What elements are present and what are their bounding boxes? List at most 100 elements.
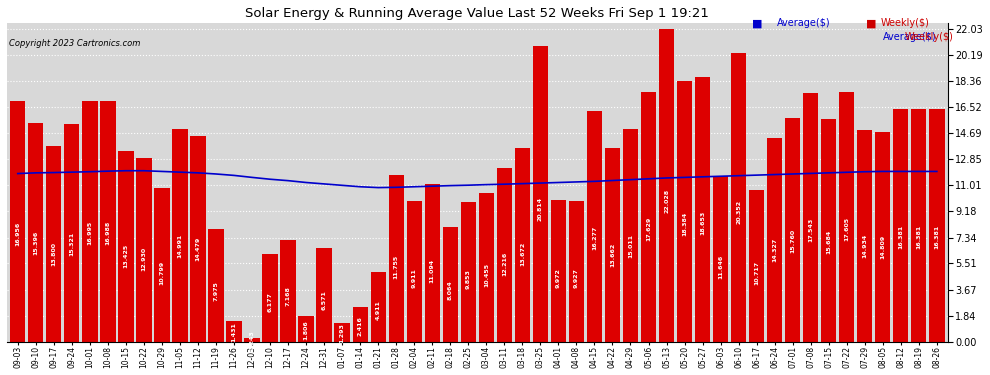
Bar: [118, 151, 134, 342]
Bar: [569, 201, 584, 342]
Bar: [659, 29, 674, 342]
Bar: [821, 119, 837, 342]
Bar: [840, 92, 854, 342]
Text: 14.479: 14.479: [195, 237, 200, 261]
Bar: [677, 81, 692, 342]
Text: Weekly($): Weekly($): [881, 18, 930, 28]
Text: 9.853: 9.853: [465, 269, 471, 289]
Text: 13.672: 13.672: [520, 242, 525, 267]
Text: 16.381: 16.381: [898, 225, 903, 249]
Bar: [407, 201, 422, 342]
Text: 16.277: 16.277: [592, 226, 597, 250]
Bar: [64, 124, 79, 342]
Bar: [713, 177, 729, 342]
Text: 4.911: 4.911: [375, 300, 381, 320]
Text: 8.064: 8.064: [447, 280, 452, 300]
Bar: [478, 194, 494, 342]
Text: 15.396: 15.396: [34, 231, 39, 255]
Text: 11.646: 11.646: [718, 255, 723, 279]
Text: Weekly($): Weekly($): [904, 32, 953, 42]
Text: 14.809: 14.809: [880, 235, 885, 259]
Bar: [370, 272, 386, 342]
Bar: [190, 136, 206, 342]
Text: 15.011: 15.011: [628, 234, 633, 258]
Bar: [623, 129, 639, 342]
Bar: [208, 228, 224, 342]
Text: 22.028: 22.028: [664, 189, 669, 213]
Text: 14.934: 14.934: [862, 234, 867, 258]
Bar: [317, 248, 332, 342]
Text: 11.094: 11.094: [430, 259, 435, 283]
Text: 1.431: 1.431: [232, 322, 237, 342]
Bar: [137, 158, 151, 342]
Text: 9.911: 9.911: [412, 268, 417, 288]
Bar: [515, 148, 530, 342]
Bar: [280, 240, 296, 342]
Text: 6.177: 6.177: [267, 292, 272, 312]
Text: Copyright 2023 Cartronics.com: Copyright 2023 Cartronics.com: [9, 39, 141, 48]
Bar: [749, 190, 764, 342]
Text: 15.684: 15.684: [827, 230, 832, 254]
Bar: [227, 321, 242, 342]
Bar: [875, 132, 890, 342]
Bar: [641, 92, 656, 342]
Text: 9.927: 9.927: [574, 268, 579, 288]
Bar: [893, 109, 909, 342]
Bar: [930, 109, 944, 342]
Bar: [731, 53, 746, 342]
Text: 14.991: 14.991: [177, 234, 182, 258]
Text: ■: ■: [752, 18, 763, 28]
Bar: [785, 118, 800, 342]
Bar: [605, 148, 620, 342]
Text: 16.381: 16.381: [935, 225, 940, 249]
Bar: [298, 316, 314, 342]
Text: 15.760: 15.760: [790, 229, 795, 253]
Text: 16.995: 16.995: [87, 221, 92, 245]
Text: 12.930: 12.930: [142, 247, 147, 271]
Bar: [154, 189, 169, 342]
Bar: [100, 100, 116, 342]
Text: Average($): Average($): [777, 18, 831, 28]
Bar: [425, 184, 440, 342]
Text: 10.717: 10.717: [754, 261, 759, 285]
Text: 10.799: 10.799: [159, 261, 164, 285]
Text: 2.416: 2.416: [357, 316, 362, 336]
Text: 7.168: 7.168: [285, 286, 291, 306]
Bar: [767, 138, 782, 342]
Text: 1.293: 1.293: [340, 324, 345, 344]
Text: 9.972: 9.972: [556, 268, 561, 288]
Text: 17.543: 17.543: [808, 217, 813, 242]
Bar: [443, 227, 458, 342]
Text: 18.653: 18.653: [700, 210, 705, 235]
Text: 20.814: 20.814: [538, 197, 543, 221]
Text: Average($): Average($): [883, 32, 937, 42]
Bar: [803, 93, 819, 342]
Text: 13.662: 13.662: [610, 242, 615, 267]
Text: 13.425: 13.425: [124, 244, 129, 268]
Text: 6.571: 6.571: [322, 290, 327, 310]
Text: 20.352: 20.352: [737, 200, 742, 224]
Text: 14.327: 14.327: [772, 238, 777, 262]
Bar: [172, 129, 188, 342]
Bar: [497, 168, 512, 342]
Bar: [388, 175, 404, 342]
Bar: [911, 109, 927, 342]
Bar: [82, 100, 97, 342]
Bar: [695, 77, 710, 342]
Text: 16.988: 16.988: [105, 221, 110, 245]
Text: 7.975: 7.975: [214, 281, 219, 301]
Text: 10.455: 10.455: [484, 263, 489, 287]
Text: 11.755: 11.755: [394, 255, 399, 279]
Bar: [352, 308, 368, 342]
Text: 13.800: 13.800: [51, 242, 56, 266]
Bar: [550, 200, 566, 342]
Text: 1.806: 1.806: [304, 320, 309, 340]
Text: 15.321: 15.321: [69, 232, 74, 256]
Title: Solar Energy & Running Average Value Last 52 Weeks Fri Sep 1 19:21: Solar Energy & Running Average Value Las…: [246, 7, 709, 20]
Text: 16.381: 16.381: [917, 225, 922, 249]
Bar: [245, 338, 259, 342]
Bar: [10, 101, 26, 342]
Bar: [587, 111, 602, 342]
Text: 12.216: 12.216: [502, 252, 507, 276]
Text: ■: ■: [866, 18, 877, 28]
